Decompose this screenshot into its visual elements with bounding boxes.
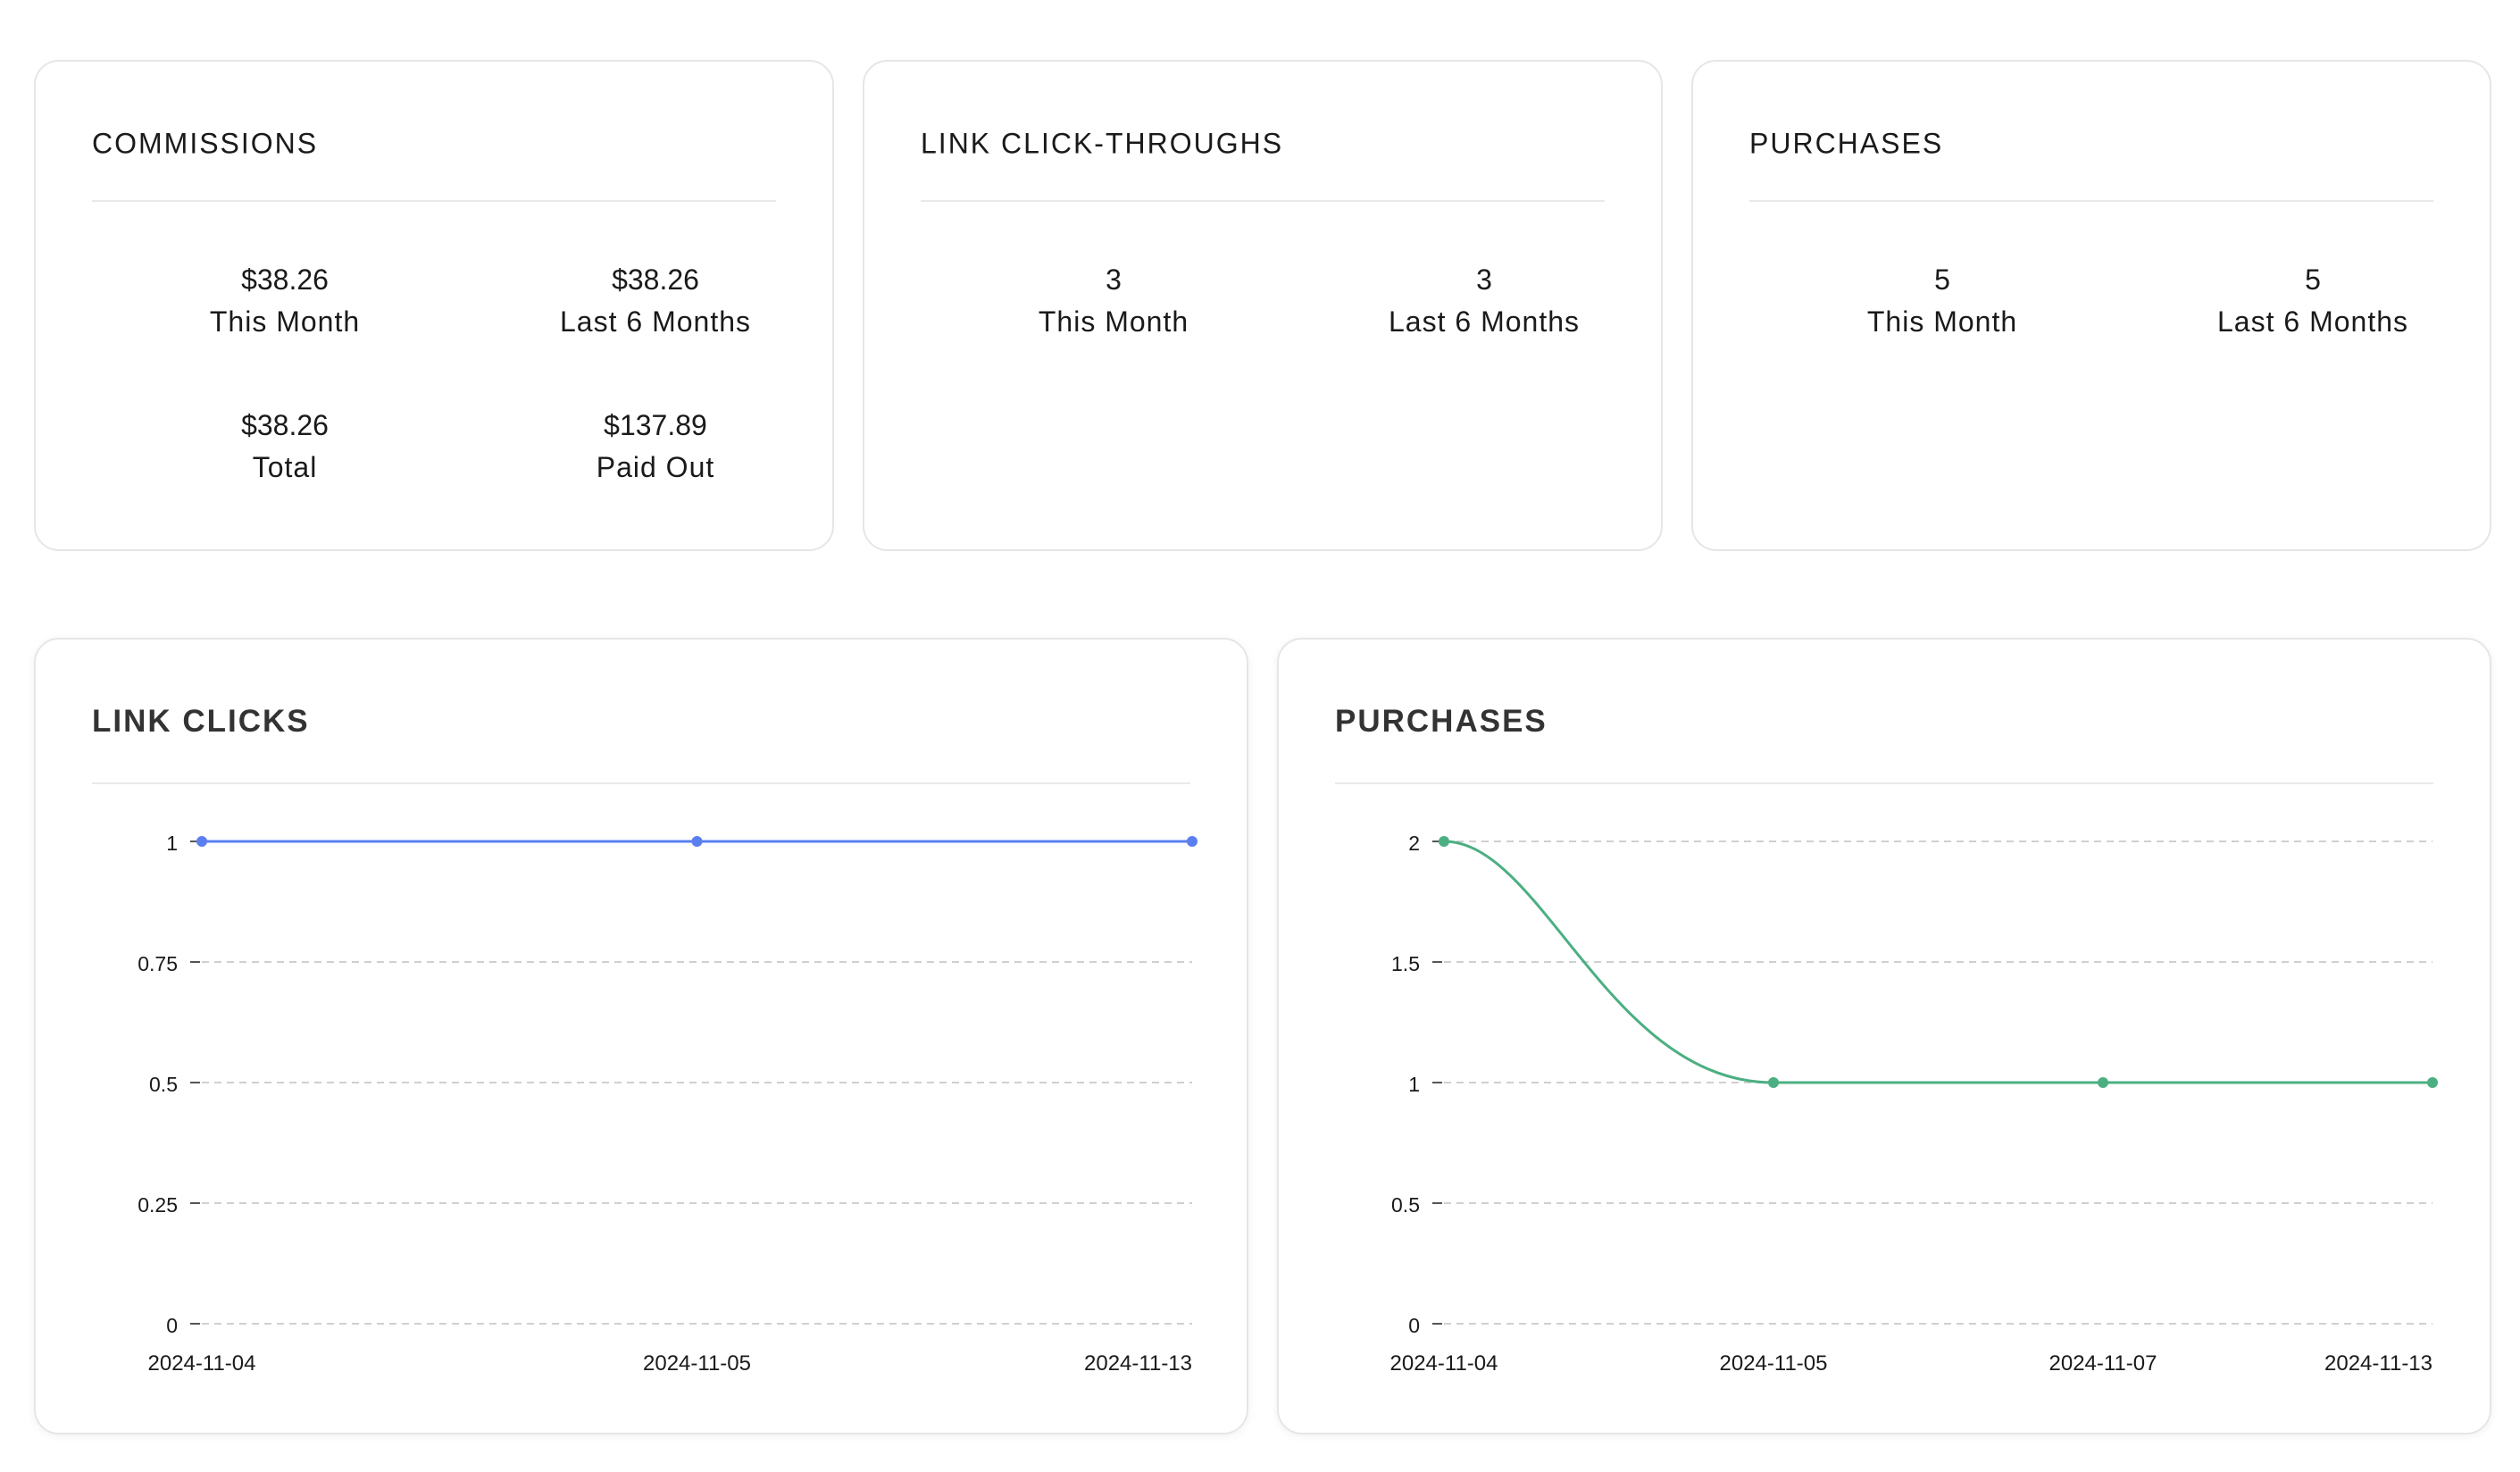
- divider: [92, 200, 776, 202]
- stat-value: 5: [1934, 263, 1950, 296]
- divider: [921, 200, 1605, 202]
- y-tick-label: 1.5: [1391, 952, 1420, 975]
- card-title: LINK CLICK-THROUGHS: [921, 127, 1284, 160]
- stat-total: $38.26 Total: [115, 406, 455, 489]
- y-tick-label: 1: [1408, 1073, 1420, 1096]
- x-tick-label: 2024-11-05: [1720, 1351, 1828, 1376]
- divider: [92, 782, 1190, 784]
- stat-label: Paid Out: [596, 451, 715, 483]
- y-tick-label: 0.75: [138, 952, 178, 975]
- data-point: [2098, 1077, 2108, 1088]
- y-tick-label: 1: [166, 832, 178, 855]
- series-line: [1443, 840, 2432, 1084]
- data-point: [1439, 836, 1449, 847]
- stat-this-month: 5 This Month: [1773, 260, 2112, 344]
- commissions-card: COMMISSIONS $38.26 This Month $38.26 Las…: [34, 60, 834, 551]
- stat-value: 5: [2305, 263, 2321, 296]
- link-click-throughs-card: LINK CLICK-THROUGHS 3 This Month 3 Last …: [863, 60, 1663, 551]
- stat-value: $38.26: [241, 409, 329, 441]
- x-tick-label: 2024-11-05: [643, 1351, 751, 1376]
- divider: [1335, 782, 2433, 784]
- data-point: [196, 836, 207, 847]
- stat-label: This Month: [1866, 305, 2018, 338]
- y-tick-label: 0.5: [1391, 1193, 1420, 1217]
- y-tick-label: 0.5: [149, 1073, 178, 1096]
- data-point: [2427, 1077, 2438, 1088]
- x-tick-label: 2024-11-07: [2049, 1351, 2157, 1376]
- stat-last-6-months: 5 Last 6 Months: [2143, 260, 2482, 344]
- purchases-chart: 0 0.5 1 1.5 2 2024-11-04 2024-11-05 2024-11-07 2…: [1390, 832, 2438, 1376]
- chart-title: PURCHASES: [1335, 704, 1548, 739]
- stat-label: This Month: [209, 305, 361, 338]
- purchases-chart-card: PURCHASES 0 0.5 1 1.5 2 2024-11-04 2024-11-05 2…: [1277, 638, 2491, 1434]
- stat-label: This Month: [1038, 305, 1189, 338]
- stat-value: 3: [1476, 263, 1492, 296]
- stat-label: Last 6 Months: [2217, 305, 2408, 338]
- y-tick-label: 2: [1408, 832, 1420, 855]
- x-tick-label: 2024-11-13: [2324, 1351, 2432, 1376]
- stat-this-month: 3 This Month: [944, 260, 1283, 344]
- y-tick-label: 0: [1408, 1314, 1420, 1337]
- stat-label: Last 6 Months: [1389, 305, 1580, 338]
- data-point: [691, 836, 703, 847]
- x-tick-label: 2024-11-04: [148, 1351, 256, 1376]
- stat-value: $38.26: [612, 263, 699, 296]
- stat-label: Total: [252, 451, 318, 483]
- link-clicks-chart-card: LINK CLICKS 0 0.25 0.5 0.75 1 2024-11-04 2024-…: [34, 638, 1248, 1434]
- stat-last-6-months: $38.26 Last 6 Months: [486, 260, 825, 344]
- y-tick-label: 0.25: [138, 1193, 178, 1217]
- card-title: COMMISSIONS: [92, 127, 319, 160]
- purchases-summary-card: PURCHASES 5 This Month 5 Last 6 Months: [1691, 60, 2491, 551]
- stat-value: 3: [1106, 263, 1122, 296]
- x-tick-label: 2024-11-13: [1084, 1351, 1192, 1376]
- stat-value: $137.89: [604, 409, 707, 441]
- data-point: [1768, 1077, 1779, 1088]
- divider: [1749, 200, 2433, 202]
- card-title: PURCHASES: [1749, 127, 1944, 160]
- stat-paid-out: $137.89 Paid Out: [486, 406, 825, 489]
- stat-value: $38.26: [241, 263, 329, 296]
- stat-last-6-months: 3 Last 6 Months: [1314, 260, 1654, 344]
- data-point: [1187, 836, 1197, 847]
- stat-label: Last 6 Months: [560, 305, 751, 338]
- link-clicks-chart: 0 0.25 0.5 0.75 1 2024-11-04 2024-11-05 2024-11…: [138, 832, 1197, 1376]
- stat-this-month: $38.26 This Month: [115, 260, 455, 344]
- chart-title: LINK CLICKS: [92, 704, 310, 739]
- y-tick-label: 0: [166, 1314, 178, 1337]
- x-tick-label: 2024-11-04: [1390, 1351, 1498, 1376]
